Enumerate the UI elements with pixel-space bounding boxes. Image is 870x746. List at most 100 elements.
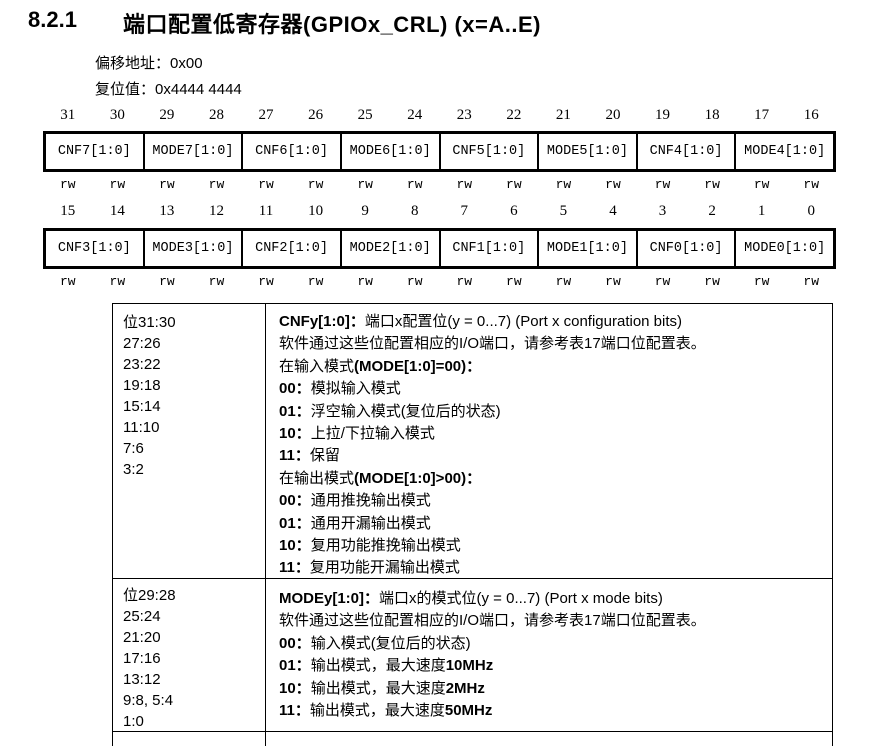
bit-number: 29 [159,107,175,123]
description-line: 01：输出模式，最大速度10MHz [279,657,494,675]
reset-value-line: 复位值：0x4444 4444 [95,78,242,99]
bit-range-line: 11:10 [123,419,160,436]
access-type: rw [456,274,473,289]
access-type: rw [109,177,126,192]
bit-ranges-column: 位29:28 25:24 21:20 17:16 13:12 9:8, 5:4 1:0 [113,579,266,731]
access-type: rw [605,177,621,192]
description-line: 11：复用功能开漏输出模式 [279,559,460,577]
bit-number: 20 [605,107,621,123]
bit-number: 9 [361,203,369,219]
bit-number: 22 [506,107,522,123]
bit-number: 26 [308,107,324,123]
access-type: rw [406,274,423,289]
bit-number: 23 [456,107,472,123]
access-type: rw [59,274,76,289]
bit-range-line: 23:22 [123,356,161,373]
access-type: rw [803,177,820,192]
bit-number: 3 [658,203,667,219]
bit-numbers-row-high: 31 30 29 28 27 26 25 24 23 22 21 20 19 18 17 16 [43,107,836,124]
bit-field-cell: MODE4[1:0] [744,144,826,159]
access-type: rw [753,177,770,192]
description-line: 10：输出模式，最大速度2MHz [279,679,485,697]
description-line: 01：通用开漏输出模式 [279,514,431,532]
bit-field-cell: MODE3[1:0] [145,231,244,266]
description-line: 在输出模式(MODE[1:0]>00)： [279,469,482,487]
access-type-row-low: rw rw rw rw rw rw rw rw rw rw rw rw rw rw rw rw [43,274,836,289]
bit-range-line: 27:26 [123,335,161,352]
bit-number: 12 [208,203,224,219]
bit-field-cell: CNF5[1:0] [441,134,540,169]
access-type: rw [208,274,225,289]
description-line: 软件通过这些位配置相应的I/O端口，请参考表17端口位配置表。 [279,612,706,630]
access-type: rw [506,177,522,192]
bit-field-cell: MODE6[1:0] [342,134,441,169]
bit-number: 4 [609,203,617,219]
bit-field-cell: CNF6[1:0] [243,134,342,169]
access-type: rw [258,274,274,289]
bit-field-cell: CNF4[1:0] [638,134,737,169]
access-type: rw [307,177,324,192]
bit-number: 5 [559,203,568,219]
description-line: 10：上拉/下拉输入模式 [279,425,435,443]
bit-range-line: 7:6 [123,440,144,457]
access-type: rw [654,274,671,289]
bit-number: 19 [655,107,671,123]
bit-field-cell: MODE5[1:0] [539,134,638,169]
description-line: MODEy[1:0]：端口x的模式位(y = 0...7) (Port x mo… [279,590,663,607]
access-type: rw [704,177,720,192]
access-type: rw [109,274,126,289]
bit-numbers-row-low: 15 14 13 12 11 10 9 8 7 6 5 4 3 2 1 0 [43,203,836,220]
description-line: CNFy[1:0]：端口x配置位(y = 0...7) (Port x conf… [279,313,683,330]
bit-number: 16 [803,107,819,123]
bit-number: 15 [60,203,76,219]
bit-ranges-column: 位31:30 27:26 23:22 19:18 15:14 11:10 7:6 3:2 [113,304,266,578]
access-type: rw [605,274,621,289]
page-title: 端口配置低寄存器(GPIOx_CRL) (x=A..E) [123,12,541,37]
bit-number: 13 [159,203,175,219]
bit-number: 10 [308,203,324,219]
access-type: rw [357,177,373,192]
bit-number: 24 [407,107,423,123]
access-type: rw [456,177,473,192]
access-type: rw [506,274,522,289]
offset-address-label: 偏移地址： [95,55,171,72]
offset-address-line: 偏移地址：0x00 [95,52,203,73]
access-type: rw [555,274,572,289]
bit-number: 11 [258,203,274,219]
bit-range-line: 17:16 [123,650,161,667]
bit-number: 6 [510,203,518,219]
bit-field-cell: CNF7[1:0] [46,134,145,169]
bit-number: 30 [109,107,125,123]
register-field-table-low: CNF3[1:0] MODE3[1:0] CNF2[1:0] MODE2[1:0] CN… [43,228,836,269]
section-number: 8.2.1 [28,7,77,32]
access-type-row-high: rw rw rw rw rw rw rw rw rw rw rw rw rw rw rw rw [43,177,836,192]
access-type: rw [159,274,175,289]
access-type: rw [59,177,76,192]
bit-number: 2 [708,203,716,219]
access-type: rw [753,274,770,289]
description-line: 00：输入模式(复位后的状态) [279,634,471,652]
access-type: rw [307,274,324,289]
access-type: rw [406,177,423,192]
bit-number: 27 [258,107,274,123]
bit-number: 1 [757,203,766,219]
bit-range-line: 位31:30 [123,314,176,331]
description-line: 11：输出模式，最大速度50MHz [279,702,493,720]
bit-range-line: 13:12 [123,671,161,688]
offset-address-value: 0x00 [170,55,203,72]
access-type: rw [555,177,572,192]
bit-number: 7 [460,203,469,219]
bit-description-table: 位31:30 27:26 23:22 19:18 15:14 11:10 7:6 3:2 CNF… [112,303,833,746]
access-type: rw [208,177,225,192]
description-row-continuation [113,732,832,746]
bit-field-cell: CNF0[1:0] [638,231,737,266]
description-column: CNFy[1:0]：端口x配置位(y = 0...7) (Port x conf… [266,304,832,578]
bit-ranges-column [113,732,266,746]
bit-number: 14 [109,203,125,219]
access-type: rw [654,177,671,192]
bit-number: 31 [60,107,76,123]
description-line: 10：复用功能推挽输出模式 [279,537,461,555]
register-field-table-high: CNF7[1:0] MODE7[1:0] CNF6[1:0] MODE6[1:0] CN… [43,131,836,172]
bit-number: 25 [357,107,373,123]
